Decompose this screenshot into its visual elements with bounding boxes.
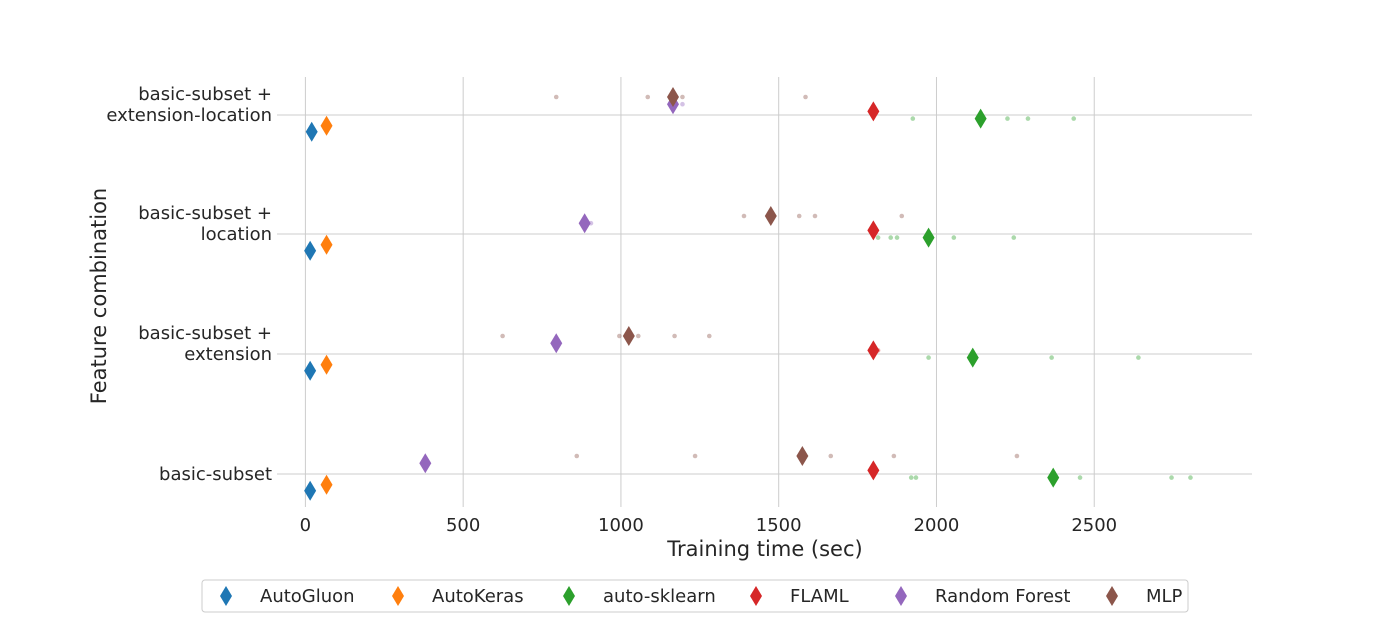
legend-marker — [220, 586, 232, 606]
data-point — [1136, 355, 1141, 360]
data-point — [908, 475, 914, 480]
data-point — [803, 94, 808, 100]
data-point — [951, 235, 957, 240]
data-point — [899, 213, 905, 219]
data-point — [894, 235, 900, 240]
x-tick-label: 1000 — [598, 515, 644, 536]
mean-marker — [666, 87, 679, 107]
mean-marker — [320, 234, 333, 255]
legend-label: MLP — [1146, 586, 1183, 607]
data-point — [1014, 453, 1020, 459]
legend-label: FLAML — [790, 586, 849, 607]
mean-marker — [320, 115, 333, 136]
legend-label: auto-sklearn — [603, 586, 716, 607]
mean-marker — [764, 206, 777, 226]
mean-marker — [304, 480, 317, 501]
y-tick-label: location — [201, 224, 272, 245]
mean-marker — [966, 347, 979, 368]
x-tick-label: 2500 — [1071, 515, 1117, 536]
legend-marker — [750, 586, 762, 606]
data-point — [1188, 475, 1193, 480]
y-tick-label: extension-location — [106, 105, 272, 126]
data-point — [680, 94, 685, 100]
data-point — [1049, 355, 1054, 360]
y-tick-label: basic-subset + — [138, 203, 272, 224]
data-point — [926, 355, 931, 360]
data-point — [1025, 116, 1031, 121]
mean-marker — [320, 474, 333, 495]
data-point — [500, 333, 505, 339]
mean-marker — [1047, 467, 1060, 488]
legend-marker — [1106, 586, 1118, 606]
data-point — [635, 333, 641, 339]
data-point — [1071, 116, 1077, 121]
data-point — [617, 333, 622, 339]
legend: AutoGluon AutoKeras auto-sklearn FLAML Rando… — [201, 579, 1189, 613]
mean-marker — [578, 213, 591, 234]
mean-marker — [622, 326, 635, 346]
data-point — [1011, 235, 1017, 240]
mean-marker — [304, 240, 317, 261]
data-point — [888, 235, 894, 240]
y-axis-title: Feature combination — [87, 188, 111, 404]
y-tick-label: extension — [184, 344, 272, 365]
legend-label: Random Forest — [935, 586, 1070, 607]
legend-label: AutoGluon — [260, 586, 355, 607]
y-tick-label: basic-subset — [159, 464, 272, 485]
legend-marker — [563, 586, 575, 606]
data-point — [875, 235, 881, 240]
mean-marker — [320, 354, 333, 375]
grid-layer — [277, 77, 1252, 507]
mean-marker — [419, 453, 432, 474]
mean-marker — [922, 227, 935, 248]
data-point — [812, 213, 818, 219]
data-point — [891, 453, 897, 459]
mean-marker — [305, 121, 318, 142]
data-point — [680, 101, 685, 107]
mean-marker — [974, 108, 987, 129]
mean-marker — [796, 446, 809, 466]
legend-marker — [895, 586, 907, 606]
mean-marker — [867, 460, 880, 481]
mean-marker — [867, 340, 880, 361]
legend-label: AutoKeras — [432, 586, 524, 607]
data-point — [672, 333, 677, 339]
x-tick-label: 0 — [300, 515, 311, 536]
x-tick-label: 2000 — [914, 515, 960, 536]
mean-markers — [304, 87, 1060, 501]
data-point — [741, 213, 747, 219]
y-tick-label: basic-subset + — [138, 323, 272, 344]
data-point — [828, 453, 834, 459]
legend-marker — [392, 586, 404, 606]
data-point — [1169, 475, 1174, 480]
legend-frame — [201, 579, 1189, 613]
jitter-points — [500, 94, 1193, 480]
mean-marker — [867, 101, 880, 122]
mean-marker — [304, 360, 317, 381]
x-tick-label: 1500 — [756, 515, 802, 536]
data-point — [553, 94, 559, 100]
x-tick-label: 500 — [446, 515, 480, 536]
data-point — [1077, 475, 1083, 480]
data-point — [692, 453, 698, 459]
data-point — [1005, 116, 1010, 121]
data-point — [706, 333, 712, 339]
y-tick-labels: basic-subset +extension-locationbasic-su… — [106, 84, 272, 485]
data-point — [574, 453, 580, 459]
mean-marker — [867, 220, 880, 241]
data-point — [913, 475, 919, 480]
data-point — [645, 94, 651, 100]
data-point — [796, 213, 802, 219]
x-axis-title: Training time (sec) — [666, 537, 862, 561]
data-point — [910, 116, 916, 121]
x-tick-labels: 0 500 1000 1500 2000 2500 — [300, 515, 1117, 536]
y-tick-label: basic-subset + — [138, 84, 272, 105]
mean-marker — [550, 333, 563, 354]
